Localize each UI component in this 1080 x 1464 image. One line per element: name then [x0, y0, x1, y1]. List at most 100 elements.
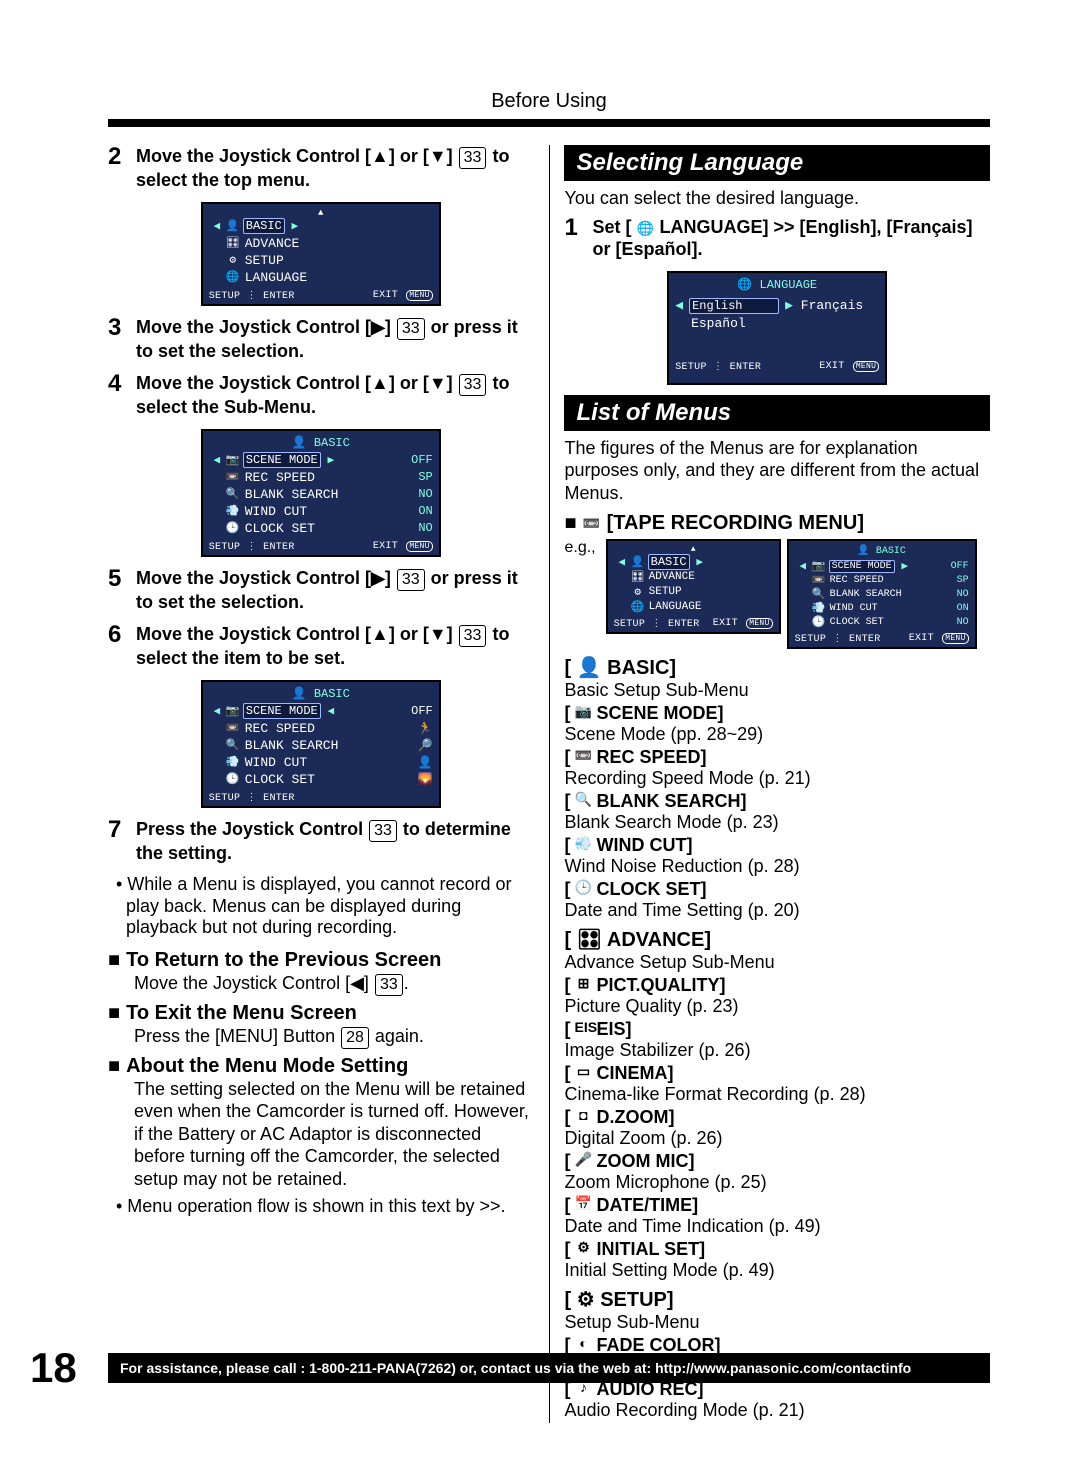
t: Move the Joystick Control [▶]: [136, 568, 396, 588]
cat-desc: Setup Sub-Menu: [564, 1312, 990, 1333]
row-icon: 🕒: [225, 772, 241, 786]
row-val: NO: [418, 521, 432, 535]
osd-title: BASIC: [876, 546, 906, 557]
row-icon: 📼: [811, 573, 827, 587]
row-lbl: SCENE MODE: [243, 452, 321, 468]
sel-lang-intro: You can select the desired language.: [564, 187, 990, 210]
menu-item: LANGUAGE: [241, 270, 307, 285]
step-number: 4: [108, 372, 136, 425]
row-lbl: REC SPEED: [241, 470, 315, 485]
menu-item-title: [ 🔍 BLANK SEARCH]: [564, 791, 990, 812]
menu-item-desc: Image Stabilizer (p. 26): [564, 1040, 990, 1061]
row-icon: 📼: [225, 721, 241, 735]
heading-exit: ■To Exit the Menu Screen: [108, 1002, 534, 1025]
t: Move the Joystick Control [▶]: [136, 317, 396, 337]
menu-item-title: [ ▭ CINEMA]: [564, 1063, 990, 1084]
step-text: Set [ 🌐 LANGUAGE] >> [English], [Françai…: [592, 216, 990, 261]
osd-footer-l: SETUP ⋮ ENTER: [675, 361, 761, 373]
row-val: 👤: [418, 755, 433, 770]
menu-item-title: [ 🕒 CLOCK SET]: [564, 879, 990, 900]
lang-step-1: 1 Set [ 🌐 LANGUAGE] >> [English], [Franç…: [564, 216, 990, 267]
row-val: OFF: [951, 561, 969, 572]
row-icon: 📷: [225, 453, 241, 467]
menu-item-desc: Digital Zoom (p. 26): [564, 1128, 990, 1149]
about-body: The setting selected on the Menu will be…: [134, 1078, 534, 1191]
t: Press the [MENU] Button: [134, 1026, 340, 1046]
menu-item: LANGUAGE: [646, 601, 702, 613]
row-val: 🔎: [418, 738, 433, 753]
menu-item-desc: Blank Search Mode (p. 23): [564, 812, 990, 833]
osd-title: LANGUAGE: [760, 278, 818, 292]
row-icon: 💨: [225, 504, 241, 518]
step-4: 4 Move the Joystick Control [▲] or [▼] 3…: [108, 372, 534, 425]
row-val: OFF: [411, 704, 433, 718]
row-icon: 🔍: [225, 487, 241, 501]
menu-item-desc: Picture Quality (p. 23): [564, 996, 990, 1017]
row-val: ON: [418, 504, 432, 518]
row-lbl: BLANK SEARCH: [827, 589, 902, 600]
t: To Exit the Menu Screen: [126, 1002, 357, 1025]
cat-desc: Advance Setup Sub-Menu: [564, 952, 990, 973]
osd-badge: MENU: [406, 541, 432, 552]
step-number: 6: [108, 623, 136, 676]
osd-badge: MENU: [406, 290, 432, 301]
row-val: SP: [957, 575, 969, 586]
t: To Return to the Previous Screen: [126, 949, 441, 972]
row-icon: 📷: [225, 704, 241, 718]
tape-recording-menu-heading: ■📼[TAPE RECORDING MENU]: [564, 512, 990, 535]
row-val: SP: [418, 470, 432, 484]
menu-item-title: [ 📼 REC SPEED]: [564, 747, 990, 768]
osd-badge: MENU: [746, 618, 772, 629]
step-text: Move the Joystick Control [▶] 33 or pres…: [136, 567, 534, 614]
step-text: Move the Joystick Control [▶] 33 or pres…: [136, 316, 534, 363]
ref: 28: [341, 1027, 369, 1049]
ref: 33: [375, 974, 403, 996]
t: Press the Joystick Control: [136, 819, 368, 839]
ref: 33: [459, 374, 487, 396]
header-rule: [108, 119, 990, 127]
osd-title: BASIC: [314, 687, 350, 701]
menu-item: ADVANCE: [241, 236, 300, 251]
row-lbl: REC SPEED: [241, 721, 315, 736]
osd-basic-submenu: 👤 BASIC ◀📷SCENE MODE▶OFF 📼REC SPEEDSP 🔍B…: [201, 429, 441, 557]
t: Move the Joystick Control [▲] or [▼]: [136, 624, 458, 644]
row-icon: 🔍: [225, 738, 241, 752]
row-lbl: CLOCK SET: [827, 617, 884, 628]
assistance-bar: For assistance, please call : 1-800-211-…: [108, 1353, 990, 1383]
menu-item: SETUP: [241, 253, 284, 268]
menu-item-title: [ 💨 WIND CUT]: [564, 835, 990, 856]
osd-footer-l: SETUP ⋮ ENTER: [209, 541, 295, 553]
osd-language: 🌐 LANGUAGE ◀English▶ Français Español SE…: [667, 271, 887, 385]
row-val: NO: [957, 589, 969, 600]
step-5: 5 Move the Joystick Control [▶] 33 or pr…: [108, 567, 534, 620]
ref: 33: [369, 820, 397, 842]
cat: [ 🎛 ADVANCE]: [564, 927, 990, 952]
t: Move the Joystick Control [▲] or [▼]: [136, 373, 458, 393]
menu-item-desc: Date and Time Setting (p. 20): [564, 900, 990, 921]
osd-tape-basic: 👤 BASIC ◀📷SCENE MODE▶OFF 📼REC SPEEDSP 🔍B…: [787, 539, 977, 649]
row-val: OFF: [411, 453, 433, 467]
row-val: 🏃: [418, 721, 433, 736]
menu-item-desc: Initial Setting Mode (p. 49): [564, 1260, 990, 1281]
exit-body: Press the [MENU] Button 28 again.: [134, 1025, 534, 1049]
cat: [ 👤 BASIC]: [564, 655, 990, 680]
osd-footer-r: EXIT: [909, 633, 934, 644]
osd-top-menu: ▲ ◀👤BASIC▶ 🎛ADVANCE ⚙SETUP 🌐LANGUAGE SET…: [201, 202, 441, 306]
row-val: NO: [418, 487, 432, 501]
menu-item-desc: Scene Mode (pp. 28~29): [564, 724, 990, 745]
row-lbl: BLANK SEARCH: [241, 487, 339, 502]
menu-item-desc: Date and Time Indication (p. 49): [564, 1216, 990, 1237]
osd-basic-select: 👤 BASIC ◀📷SCENE MODE◀OFF 📼REC SPEED🏃 🔍BL…: [201, 680, 441, 808]
page-footer: 18 For assistance, please call : 1-800-2…: [0, 1344, 1080, 1392]
row-icon: 🕒: [811, 615, 827, 629]
menu-item-title: [ ⚙ INITIAL SET]: [564, 1239, 990, 1260]
ref: 33: [459, 147, 487, 169]
cat: [ ⚙ SETUP]: [564, 1287, 990, 1312]
menu-item: ADVANCE: [646, 571, 695, 583]
osd-badge: MENU: [853, 361, 879, 372]
step-number: 3: [108, 316, 136, 369]
row-lbl: WIND CUT: [241, 755, 307, 770]
ref: 33: [459, 625, 487, 647]
step-text: Press the Joystick Control 33 to determi…: [136, 818, 534, 865]
menu-item-desc: Wind Noise Reduction (p. 28): [564, 856, 990, 877]
